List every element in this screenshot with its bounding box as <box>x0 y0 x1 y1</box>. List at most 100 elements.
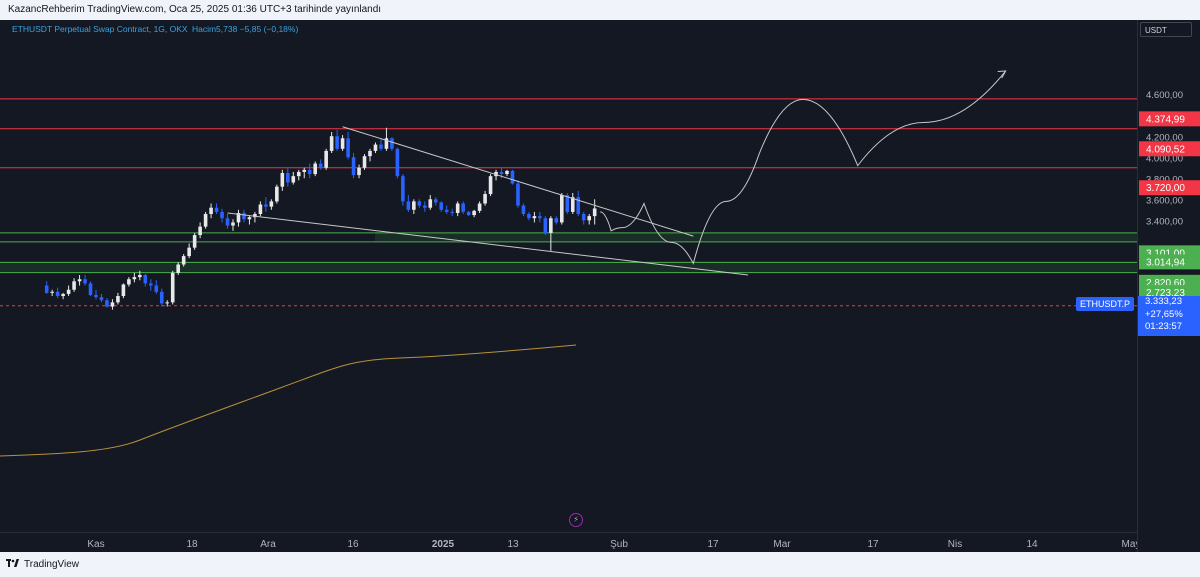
candle-body <box>198 226 202 236</box>
candle-body <box>576 197 581 215</box>
time-axis[interactable]: Kas 18 Ara 16 2025 13 Şub 17 Mar 17 Nis 14 May <box>0 532 1137 553</box>
time-tick-label: 18 <box>186 539 198 550</box>
candle-body <box>313 163 317 175</box>
candle-body <box>280 172 285 187</box>
change-value: −5,85 (−0,18%) <box>239 24 299 34</box>
candle-body <box>428 199 433 208</box>
currency-selector[interactable]: USDT <box>1140 22 1192 37</box>
candle-body <box>346 138 350 158</box>
candle-body <box>247 217 252 220</box>
candle-body <box>220 211 224 219</box>
candle-body <box>203 214 208 227</box>
candle-body <box>181 256 186 265</box>
time-tick-label: Mar <box>773 539 791 550</box>
candle-body <box>258 204 263 215</box>
candle-body <box>412 201 416 210</box>
candle-body <box>236 212 241 223</box>
candle-body <box>66 289 71 294</box>
level-tag <box>1139 254 1200 270</box>
candle-body <box>516 183 520 206</box>
candle-body <box>439 202 444 210</box>
time-tick-label: 13 <box>507 539 519 550</box>
time-tick-label: 17 <box>707 539 719 550</box>
candle-body <box>499 171 504 175</box>
flash-icon[interactable]: ⚡ <box>569 513 583 527</box>
chart-legend: ETHUSDT Perpetual Swap Contract, 1G, OKX… <box>12 24 298 34</box>
candle-body <box>505 170 509 175</box>
candle-body <box>554 218 559 223</box>
candle-body <box>379 144 383 149</box>
candle-body <box>450 211 454 213</box>
candle-body <box>242 212 246 220</box>
candle-body <box>132 277 137 280</box>
level-tag-label: 2.723,23 <box>1146 288 1185 299</box>
candle-body <box>532 216 537 219</box>
price-tick-label: 4.600,00 <box>1146 90 1183 101</box>
level-tag-label: 3.101,00 <box>1146 248 1185 259</box>
time-tick-label: 14 <box>1026 539 1038 550</box>
projection-path <box>600 70 1007 265</box>
symbol-label: ETHUSDT Perpetual Swap Contract, 1G, OKX <box>12 24 188 34</box>
level-tag-label: 2.820,60 <box>1146 278 1185 289</box>
candle-body <box>527 214 531 219</box>
candle-body <box>275 186 279 202</box>
candle-body <box>88 283 93 295</box>
candle-body <box>549 218 553 233</box>
candle-body <box>116 296 120 303</box>
candle-body <box>444 209 449 212</box>
time-tick-label: Şub <box>610 539 628 550</box>
candle-body <box>510 170 515 184</box>
candle-body <box>307 169 312 175</box>
candle-body <box>231 222 235 226</box>
candle-body <box>110 302 115 307</box>
price-tick-label: 4.200,00 <box>1146 132 1183 143</box>
candle-body <box>362 156 367 168</box>
candle-body <box>55 291 60 297</box>
candle-body <box>44 285 49 293</box>
candle-body <box>543 218 548 233</box>
footer-brand: TradingView <box>24 559 80 570</box>
candle-body <box>291 176 296 183</box>
candle-body <box>384 138 389 149</box>
candle-body <box>455 203 460 213</box>
price-axis-labels: 4.600,004.400,004.200,004.000,003.800,00… <box>1139 90 1200 334</box>
projection-arrow-icon <box>997 70 1007 79</box>
candle-body <box>269 201 274 207</box>
volume-label: Hacim <box>191 24 217 34</box>
level-tag-label: 3.720,00 <box>1146 183 1185 194</box>
candle-body <box>176 264 180 273</box>
level-tag-label: 4.090,52 <box>1146 144 1185 155</box>
tradingview-logo-icon <box>6 559 19 568</box>
time-tick-label: 17 <box>867 539 879 550</box>
level-tag <box>1139 180 1200 196</box>
candle-body <box>50 291 54 293</box>
level-tag <box>1139 111 1200 127</box>
candle-body <box>351 157 356 176</box>
candle-body <box>592 208 597 217</box>
candle-body <box>170 272 175 303</box>
time-axis-labels: Kas 18 Ara 16 2025 13 Şub 17 Mar 17 Nis 14 May <box>87 539 1137 550</box>
candle-body <box>143 275 148 284</box>
candle-body <box>494 171 498 177</box>
candle-body <box>99 297 104 301</box>
price-axis[interactable]: 4.600,004.400,004.200,004.000,003.800,00… <box>1137 20 1200 552</box>
volume-value: 5,738 <box>216 24 238 34</box>
bar-countdown: 01:23:57 <box>1145 321 1182 332</box>
candle-body <box>209 207 213 215</box>
candle-body <box>466 211 471 216</box>
time-tick-label: Nis <box>948 539 962 550</box>
price-tick-label: 3.600,00 <box>1146 195 1183 206</box>
candle-body <box>433 199 438 203</box>
candle-body <box>324 150 328 168</box>
support-zone <box>375 232 1137 242</box>
last-price: 3.333,23 <box>1145 296 1182 307</box>
candle-body <box>192 235 197 248</box>
footer-bar: TradingView <box>0 552 1200 577</box>
price-chart[interactable] <box>0 0 1137 532</box>
last-change: +27,65% <box>1145 308 1183 320</box>
level-tag <box>1139 141 1200 157</box>
publish-header: KazancRehberim TradingView.com, Oca 25, … <box>0 0 1200 20</box>
candle-body <box>138 275 142 278</box>
candle-body <box>472 210 476 216</box>
candle-body <box>423 205 427 208</box>
